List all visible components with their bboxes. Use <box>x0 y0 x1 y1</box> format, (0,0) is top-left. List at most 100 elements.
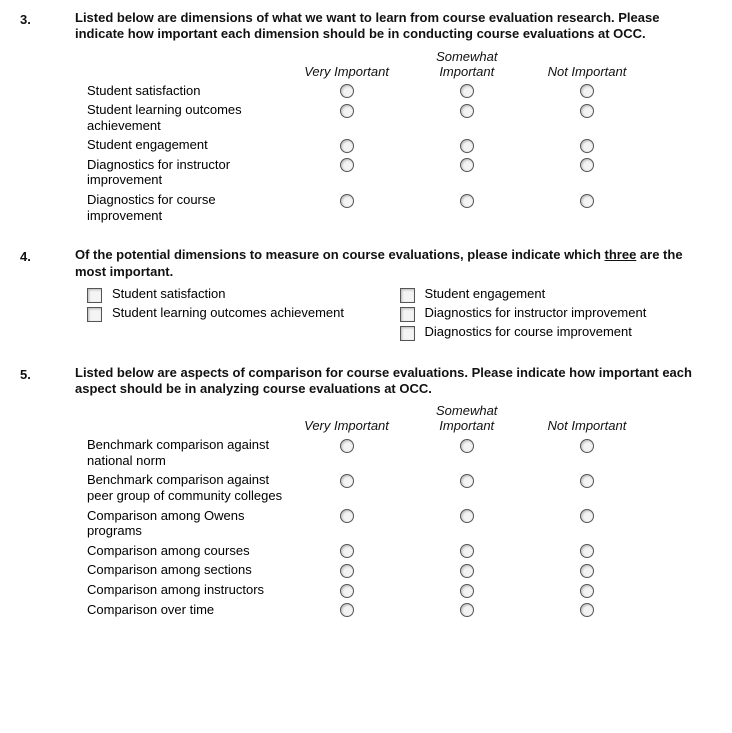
question-body: Listed below are aspects of comparison f… <box>75 365 712 619</box>
radio-q5-r3-c2[interactable] <box>580 544 594 558</box>
checkbox-q4-right-0[interactable] <box>400 288 415 303</box>
row-label: Comparison among Owens programs <box>87 506 286 541</box>
matrix-row: Comparison among courses <box>87 541 647 561</box>
matrix-row: Comparison among Owens programs <box>87 506 647 541</box>
row-label: Diagnostics for course improvement <box>87 190 287 225</box>
col-header: Not Important <box>527 403 647 435</box>
matrix-row: Benchmark comparison against national no… <box>87 435 647 470</box>
row-label: Benchmark comparison against peer group … <box>87 470 286 505</box>
radio-q3-r4-c2[interactable] <box>580 194 594 208</box>
radio-q3-r4-c1[interactable] <box>460 194 474 208</box>
question-prompt: Listed below are dimensions of what we w… <box>75 10 712 43</box>
prompt-pre: Of the potential dimensions to measure o… <box>75 247 605 262</box>
matrix-row: Student learning outcomes achievement <box>87 100 647 135</box>
radio-q5-r2-c1[interactable] <box>460 509 474 523</box>
checkbox-grid: Student satisfaction Student learning ou… <box>75 286 712 343</box>
radio-q5-r4-c2[interactable] <box>580 564 594 578</box>
col-header: Somewhat Important <box>407 49 527 81</box>
radio-q5-r5-c1[interactable] <box>460 584 474 598</box>
radio-q5-r6-c1[interactable] <box>460 603 474 617</box>
matrix-row: Comparison over time <box>87 600 647 620</box>
checkbox-q4-left-1[interactable] <box>87 307 102 322</box>
radio-q3-r0-c2[interactable] <box>580 84 594 98</box>
checkbox-item: Student satisfaction <box>87 286 400 303</box>
radio-q5-r2-c0[interactable] <box>340 509 354 523</box>
radio-q5-r0-c1[interactable] <box>460 439 474 453</box>
radio-q5-r6-c0[interactable] <box>340 603 354 617</box>
radio-q3-r3-c2[interactable] <box>580 158 594 172</box>
checkbox-col-right: Student engagement Diagnostics for instr… <box>400 286 713 343</box>
radio-q3-r3-c0[interactable] <box>340 158 354 172</box>
col-header: Somewhat Important <box>407 403 527 435</box>
radio-q5-r1-c1[interactable] <box>460 474 474 488</box>
radio-q5-r1-c2[interactable] <box>580 474 594 488</box>
row-label: Student satisfaction <box>87 81 287 101</box>
radio-q3-r2-c1[interactable] <box>460 139 474 153</box>
radio-q5-r5-c0[interactable] <box>340 584 354 598</box>
col-header: Very Important <box>287 49 407 81</box>
checkbox-label: Student satisfaction <box>112 286 225 302</box>
radio-q5-r3-c0[interactable] <box>340 544 354 558</box>
matrix-q5: Very Important Somewhat Important Not Im… <box>87 403 647 619</box>
matrix-row: Diagnostics for course improvement <box>87 190 647 225</box>
matrix-row: Diagnostics for instructor improvement <box>87 155 647 190</box>
radio-q5-r0-c0[interactable] <box>340 439 354 453</box>
row-label: Student learning outcomes achievement <box>87 100 287 135</box>
radio-q5-r4-c1[interactable] <box>460 564 474 578</box>
radio-q5-r5-c2[interactable] <box>580 584 594 598</box>
radio-q5-r4-c0[interactable] <box>340 564 354 578</box>
checkbox-item: Student engagement <box>400 286 713 303</box>
radio-q5-r3-c1[interactable] <box>460 544 474 558</box>
row-label: Student engagement <box>87 135 287 155</box>
radio-q3-r1-c2[interactable] <box>580 104 594 118</box>
col-header: Not Important <box>527 49 647 81</box>
row-label: Comparison among courses <box>87 541 286 561</box>
question-body: Listed below are dimensions of what we w… <box>75 10 712 225</box>
radio-q3-r2-c2[interactable] <box>580 139 594 153</box>
row-label: Comparison among instructors <box>87 580 286 600</box>
question-number: 3. <box>20 10 75 225</box>
question-prompt: Listed below are aspects of comparison f… <box>75 365 712 398</box>
checkbox-q4-left-0[interactable] <box>87 288 102 303</box>
checkbox-q4-right-2[interactable] <box>400 326 415 341</box>
matrix-q3: Very Important Somewhat Important Not Im… <box>87 49 647 226</box>
radio-q5-r1-c0[interactable] <box>340 474 354 488</box>
matrix-row: Benchmark comparison against peer group … <box>87 470 647 505</box>
checkbox-item: Diagnostics for course improvement <box>400 324 713 341</box>
radio-q3-r0-c1[interactable] <box>460 84 474 98</box>
question-3: 3. Listed below are dimensions of what w… <box>20 10 712 225</box>
col-header: Very Important <box>286 403 406 435</box>
matrix-row: Student engagement <box>87 135 647 155</box>
question-4: 4. Of the potential dimensions to measur… <box>20 247 712 343</box>
question-number: 4. <box>20 247 75 343</box>
radio-q5-r6-c2[interactable] <box>580 603 594 617</box>
radio-q3-r4-c0[interactable] <box>340 194 354 208</box>
checkbox-label: Diagnostics for instructor improvement <box>425 305 647 321</box>
checkbox-q4-right-1[interactable] <box>400 307 415 322</box>
row-label: Diagnostics for instructor improvement <box>87 155 287 190</box>
row-label: Comparison among sections <box>87 560 286 580</box>
matrix-row: Comparison among instructors <box>87 580 647 600</box>
matrix-row: Student satisfaction <box>87 81 647 101</box>
checkbox-item: Diagnostics for instructor improvement <box>400 305 713 322</box>
radio-q3-r1-c1[interactable] <box>460 104 474 118</box>
checkbox-label: Student learning outcomes achievement <box>112 305 344 321</box>
question-prompt: Of the potential dimensions to measure o… <box>75 247 712 280</box>
radio-q3-r3-c1[interactable] <box>460 158 474 172</box>
prompt-underline: three <box>605 247 637 262</box>
row-label: Benchmark comparison against national no… <box>87 435 286 470</box>
question-number: 5. <box>20 365 75 619</box>
radio-q3-r1-c0[interactable] <box>340 104 354 118</box>
radio-q5-r2-c2[interactable] <box>580 509 594 523</box>
checkbox-label: Student engagement <box>425 286 546 302</box>
checkbox-label: Diagnostics for course improvement <box>425 324 632 340</box>
radio-q3-r2-c0[interactable] <box>340 139 354 153</box>
checkbox-col-left: Student satisfaction Student learning ou… <box>87 286 400 343</box>
row-label: Comparison over time <box>87 600 286 620</box>
question-5: 5. Listed below are aspects of compariso… <box>20 365 712 619</box>
radio-q5-r0-c2[interactable] <box>580 439 594 453</box>
radio-q3-r0-c0[interactable] <box>340 84 354 98</box>
checkbox-item: Student learning outcomes achievement <box>87 305 400 322</box>
matrix-row: Comparison among sections <box>87 560 647 580</box>
question-body: Of the potential dimensions to measure o… <box>75 247 712 343</box>
